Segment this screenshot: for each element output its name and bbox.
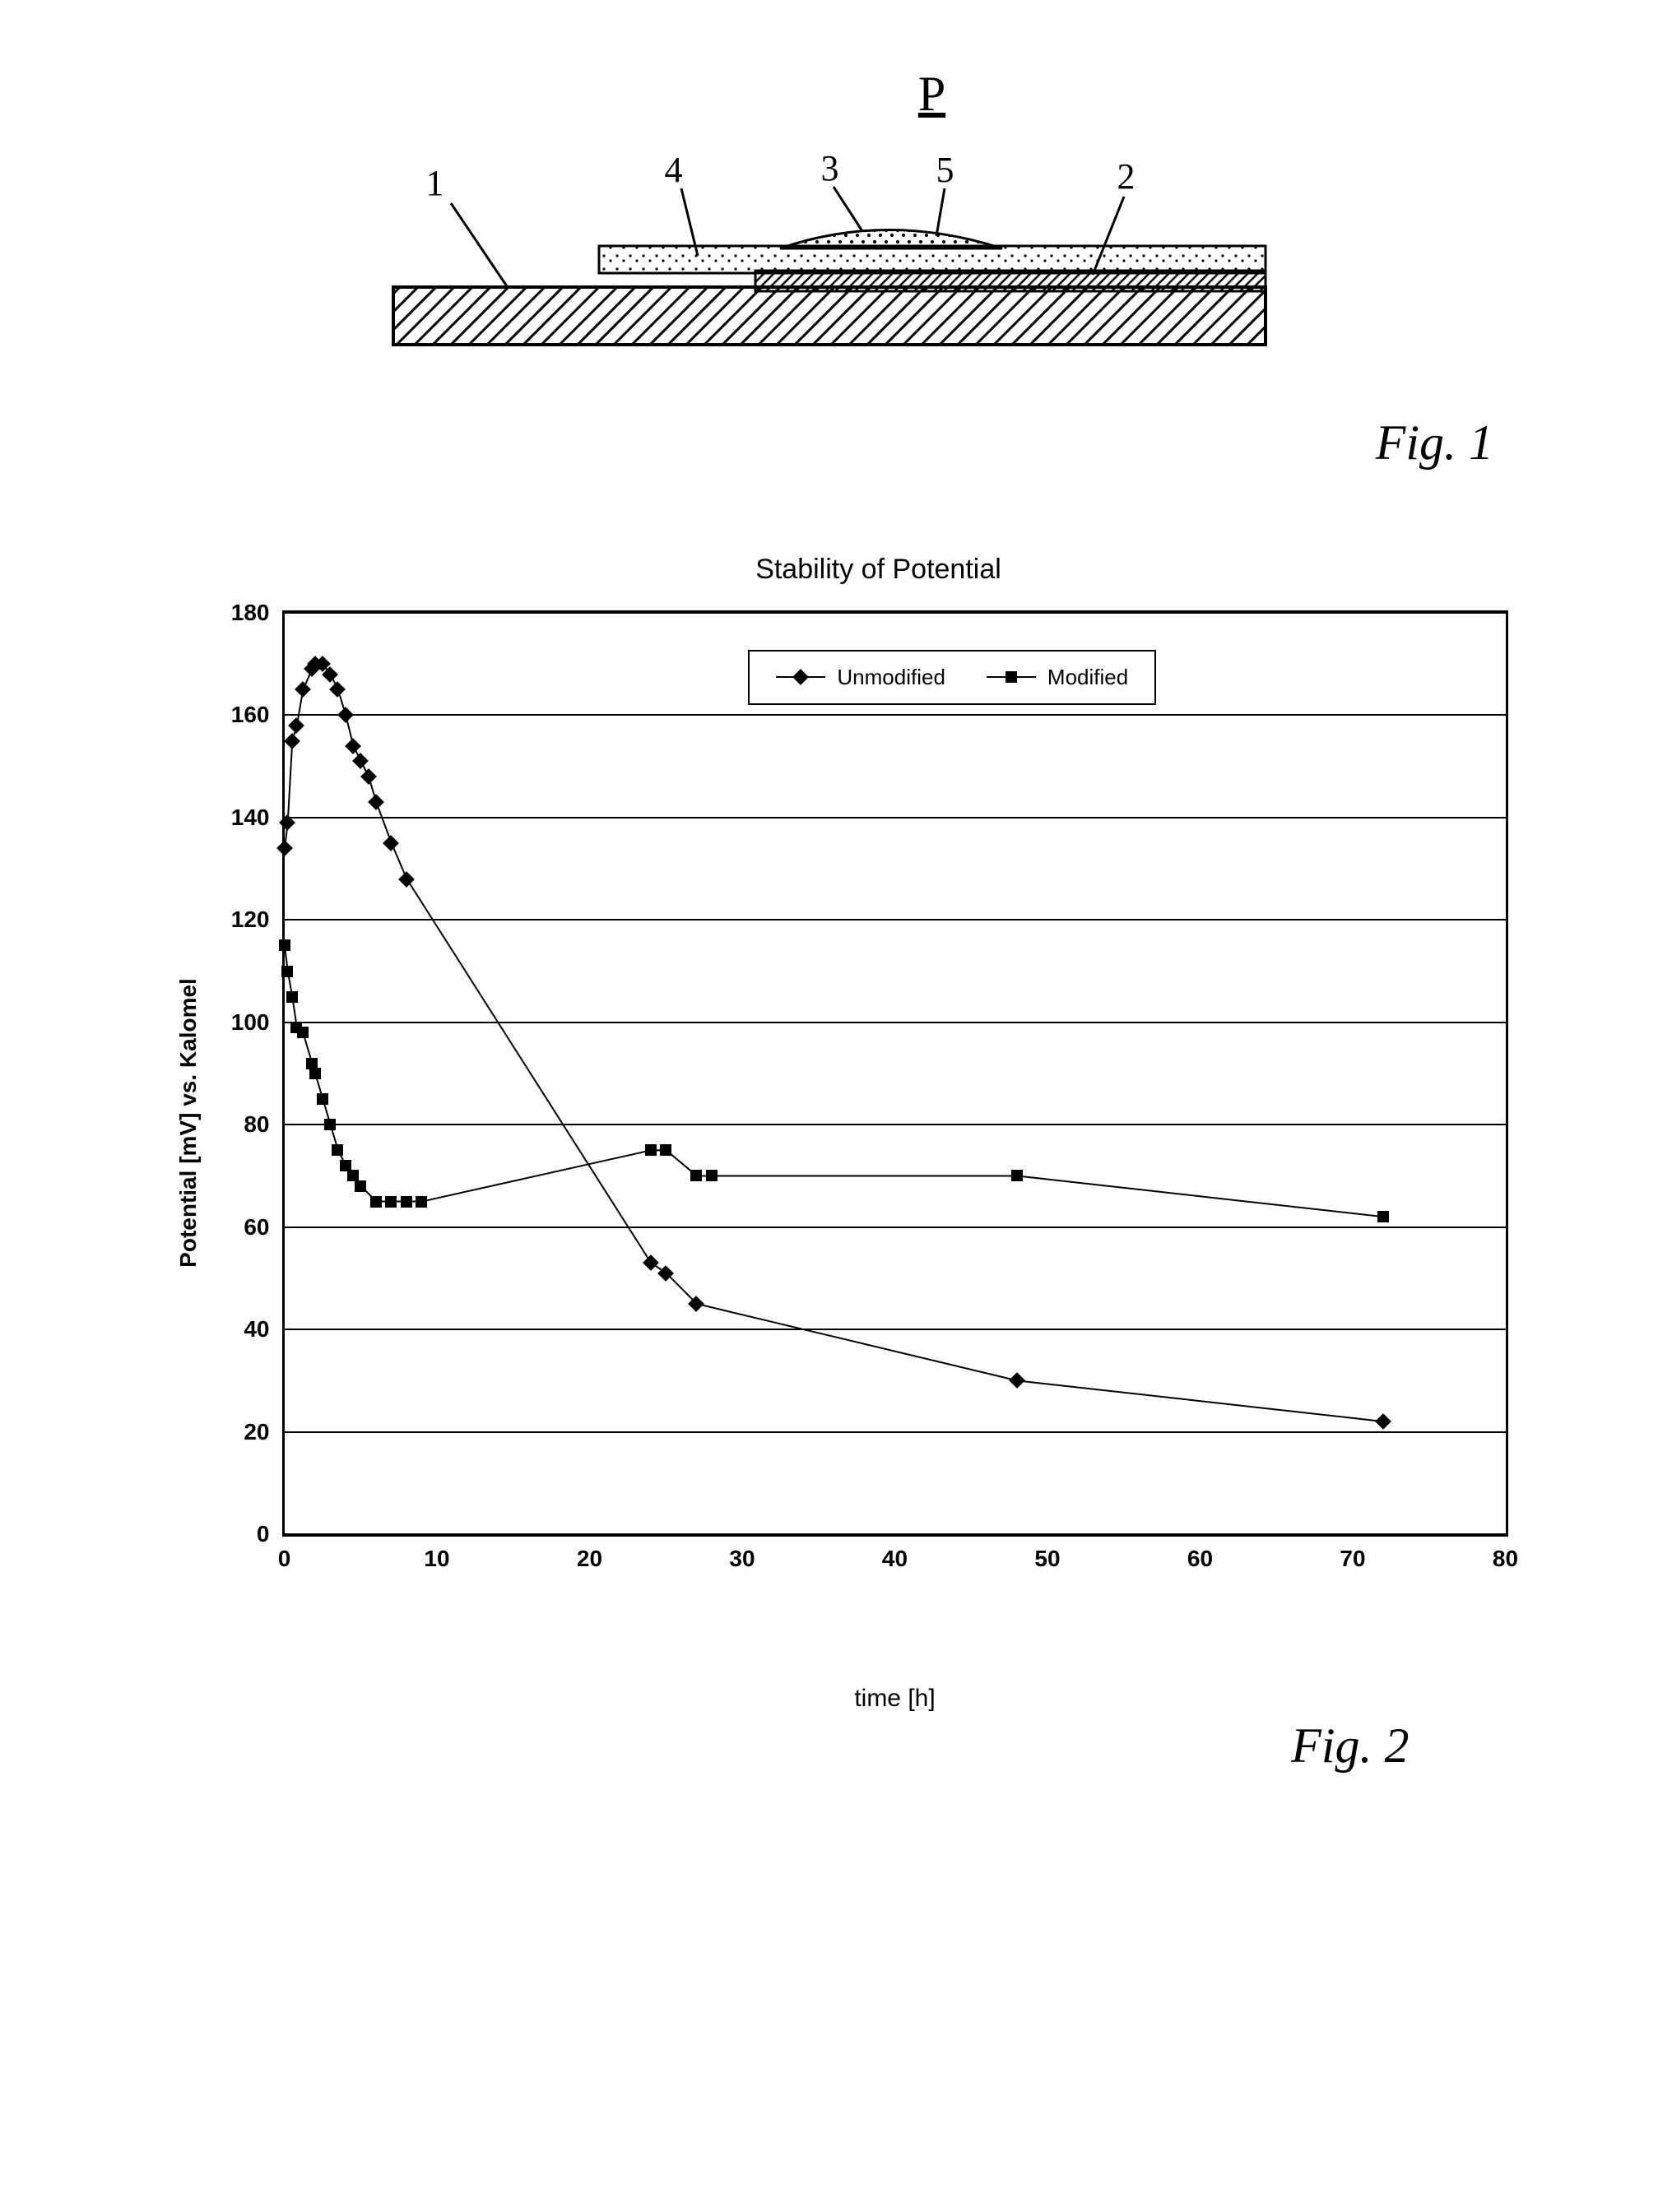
- data-marker: [660, 1144, 671, 1156]
- square-icon: [1005, 671, 1017, 683]
- data-marker: [324, 1119, 336, 1130]
- ytick-label: 120: [231, 907, 270, 933]
- chart-legend: Unmodified Modified: [748, 650, 1156, 705]
- xtick-label: 50: [1034, 1546, 1060, 1572]
- data-marker: [309, 1068, 321, 1079]
- ytick-label: 0: [257, 1521, 270, 1547]
- legend-label: Modified: [1047, 665, 1128, 690]
- series-line-modified: [285, 945, 1384, 1217]
- ytick-label: 60: [244, 1214, 269, 1240]
- data-marker: [332, 1144, 343, 1156]
- series-line-unmodified: [285, 664, 1384, 1421]
- data-marker: [385, 1196, 397, 1208]
- x-axis-label: time [h]: [854, 1685, 935, 1713]
- ytick-label: 20: [244, 1419, 269, 1445]
- data-marker: [370, 1196, 382, 1208]
- leader-4: 4: [665, 149, 683, 191]
- data-marker: [401, 1196, 412, 1208]
- xtick-label: 40: [882, 1546, 908, 1572]
- ytick-label: 140: [231, 805, 270, 831]
- y-axis-label: Potential [mV] vs. Kalomel: [174, 978, 201, 1268]
- ytick-label: 160: [231, 702, 270, 728]
- data-marker: [706, 1170, 718, 1181]
- chart-title: Stability of Potential: [249, 554, 1508, 586]
- legend-item: Modified: [987, 665, 1128, 690]
- xtick-label: 0: [278, 1546, 291, 1572]
- diamond-icon: [793, 669, 810, 685]
- data-marker: [690, 1170, 702, 1181]
- data-marker: [279, 939, 290, 951]
- xtick-label: 20: [577, 1546, 602, 1572]
- leader-3: 3: [821, 147, 839, 189]
- xtick-label: 60: [1187, 1546, 1213, 1572]
- data-marker: [317, 1093, 328, 1105]
- xtick-label: 80: [1493, 1546, 1518, 1572]
- leader-2: 2: [1117, 155, 1136, 197]
- data-marker: [355, 1180, 366, 1192]
- data-marker: [645, 1144, 657, 1156]
- data-marker: [297, 1027, 309, 1038]
- xtick-label: 30: [729, 1546, 755, 1572]
- legend-line-icon: [776, 676, 825, 678]
- data-marker: [281, 966, 293, 977]
- figure-1-container: P: [66, 66, 1592, 471]
- legend-line-icon: [987, 676, 1036, 678]
- figure-1-title: P: [272, 66, 1592, 123]
- chart-plot-box: UnmodifiedModified 020406080100120140160…: [282, 610, 1508, 1537]
- figure-2-caption: Fig. 2: [151, 1718, 1410, 1774]
- ytick-label: 100: [231, 1009, 270, 1036]
- xtick-label: 70: [1340, 1546, 1365, 1572]
- figure-1-caption: Fig. 1: [66, 415, 1493, 471]
- legend-item: Unmodified: [776, 665, 945, 690]
- data-marker: [416, 1196, 427, 1208]
- figure-1-diagram: 1 4 3 5 2: [377, 147, 1282, 365]
- data-marker: [1377, 1211, 1389, 1222]
- data-marker: [1011, 1170, 1023, 1181]
- figure-2-container: Stability of Potential Potential [mV] vs…: [151, 554, 1508, 1774]
- leader-1: 1: [426, 162, 444, 204]
- ytick-label: 180: [231, 600, 270, 626]
- ytick-label: 40: [244, 1316, 269, 1343]
- legend-label: Unmodified: [837, 665, 945, 690]
- xtick-label: 10: [424, 1546, 449, 1572]
- leader-5: 5: [936, 149, 954, 191]
- ytick-label: 80: [244, 1111, 269, 1138]
- data-marker: [286, 991, 298, 1003]
